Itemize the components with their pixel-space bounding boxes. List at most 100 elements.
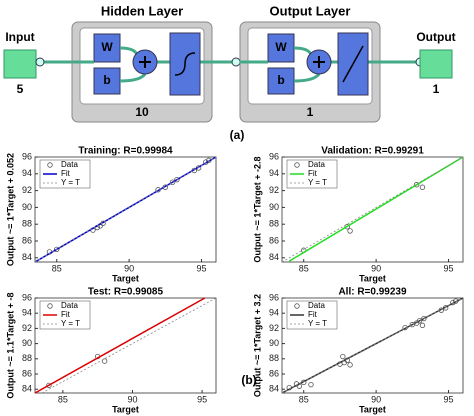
y-tick-label: 92: [269, 323, 279, 333]
y-tick-label: 90: [269, 338, 279, 348]
data-point: [347, 362, 353, 368]
y-tick-label: 96: [269, 151, 279, 161]
y-tick-label: 92: [22, 323, 32, 333]
y-tick-label: 86: [22, 235, 32, 245]
hidden-size: 10: [135, 105, 149, 119]
input-box: [3, 49, 37, 79]
y-axis-label: Output ~= 1*Target + -2.8: [252, 156, 262, 262]
legend-marker: [294, 303, 300, 309]
bias-box: [267, 67, 295, 95]
legend-label: Data: [308, 160, 325, 169]
y-tick-label: 88: [22, 353, 32, 363]
fit-line: [34, 297, 206, 394]
y-tick-label: 92: [22, 185, 32, 195]
regression-plot: Training: R=0.99984 Target Output ~= 1*Tar…: [5, 146, 217, 283]
legend-label: Fit: [308, 169, 318, 178]
input-size: 5: [17, 82, 24, 96]
output-size: 1: [433, 82, 440, 96]
y-tick-label: 84: [22, 252, 32, 262]
y-tick-label: 94: [269, 168, 279, 178]
fit-line: [288, 156, 464, 262]
output-box: [419, 49, 453, 79]
data-point: [174, 176, 180, 183]
x-tick-label: 85: [58, 394, 68, 404]
x-tick-label: 90: [127, 394, 137, 404]
y-tick-label: 86: [269, 235, 279, 245]
y-axis-label: Output ~= 1*Target + 3.2: [252, 294, 262, 397]
legend-marker: [47, 303, 53, 309]
sigmoid-icon: [174, 52, 196, 76]
y-tick-label: 96: [22, 292, 32, 302]
data-point: [101, 358, 108, 364]
x-tick-label: 85: [52, 263, 62, 273]
data-point: [421, 315, 427, 322]
data-point: [419, 184, 426, 190]
data-point: [419, 322, 426, 329]
y-tick-label: 84: [269, 384, 279, 394]
plot-title: Validation: R=0.99291: [321, 146, 424, 157]
data-point: [340, 353, 346, 360]
regression-plot: Validation: R=0.99291 Target Output ~= 1*T…: [252, 146, 464, 283]
connector: [72, 46, 240, 83]
legend-label: Fit: [61, 169, 71, 178]
y-tick-label: 88: [269, 219, 279, 229]
y-tick-label: 86: [22, 368, 32, 378]
plus-sign: [139, 56, 151, 68]
y-tick-label: 94: [269, 308, 279, 318]
y-axis-label: Output ~= 1*Target + 0.052: [5, 153, 15, 266]
plot-title: All: R=0.99239: [338, 287, 407, 298]
y-tick-label: 88: [22, 219, 32, 229]
data-point: [169, 179, 176, 185]
network-diagram: Input 5 Hidden Layer W b 10 Output Layer…: [3, 3, 456, 142]
y-tick-label: 84: [269, 252, 279, 262]
output-layer-size: 1: [307, 105, 314, 119]
x-tick-label: 85: [299, 394, 309, 404]
bias-box: [93, 67, 121, 95]
plot-title: Test: R=0.99085: [88, 287, 164, 298]
legend-label: Data: [61, 301, 78, 310]
y-tick-label: 84: [22, 384, 32, 394]
y-tick-label: 86: [269, 368, 279, 378]
caption-b: (b): [241, 373, 256, 387]
x-tick-label: 90: [371, 394, 381, 404]
y-tick-label: 88: [269, 353, 279, 363]
y-tick-label: 96: [269, 292, 279, 302]
y-tick-label: 94: [22, 308, 32, 318]
weight-label: W: [101, 40, 113, 54]
x-tick-label: 90: [124, 263, 134, 273]
legend-marker: [47, 162, 53, 168]
x-axis-label: Target: [112, 404, 139, 414]
data-point: [416, 318, 423, 324]
data-point: [46, 382, 52, 389]
x-tick-label: 95: [444, 263, 454, 273]
linear-icon: [342, 45, 364, 83]
x-tick-label: 95: [197, 263, 207, 273]
y-tick-label: 96: [22, 151, 32, 161]
bias-label: b: [103, 73, 110, 87]
data-point: [54, 246, 60, 253]
regression-plot: All: R=0.99239 Target Output ~= 1*Target +…: [252, 287, 464, 414]
connector: [240, 46, 418, 83]
plus-sign: [313, 56, 325, 68]
x-axis-label: Target: [112, 273, 139, 283]
legend-marker: [294, 162, 300, 168]
x-axis-label: Target: [359, 404, 386, 414]
identity-line: [41, 297, 217, 394]
legend-label: Y = T: [61, 178, 80, 187]
plot-title: Training: R=0.99984: [78, 146, 173, 157]
y-tick-label: 90: [269, 202, 279, 212]
weight-label: W: [275, 40, 287, 54]
legend-label: Y = T: [61, 319, 80, 328]
x-axis-label: Target: [359, 273, 386, 283]
identity-line: [281, 156, 464, 263]
y-tick-label: 90: [22, 202, 32, 212]
data-point: [413, 182, 420, 188]
y-tick-label: 90: [22, 338, 32, 348]
caption-a: (a): [230, 128, 245, 142]
hidden-title: Hidden Layer: [101, 3, 183, 18]
legend-label: Data: [61, 160, 78, 169]
bias-label: b: [277, 73, 284, 87]
output-label: Output: [416, 30, 455, 44]
weight-box: [267, 33, 295, 63]
